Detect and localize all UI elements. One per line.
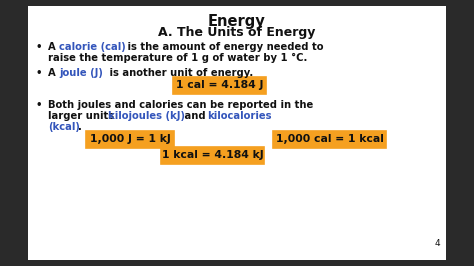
Text: is another unit of energy.: is another unit of energy.: [106, 68, 253, 78]
Text: calorie (cal): calorie (cal): [59, 42, 126, 52]
Text: raise the temperature of 1 g of water by 1 °C.: raise the temperature of 1 g of water by…: [48, 53, 307, 63]
FancyBboxPatch shape: [162, 147, 264, 164]
Text: •: •: [36, 68, 43, 78]
Text: 1,000 J = 1 kJ: 1,000 J = 1 kJ: [90, 134, 171, 144]
Text: Both joules and calories can be reported in the: Both joules and calories can be reported…: [48, 100, 313, 110]
Text: Energy: Energy: [208, 14, 266, 29]
Text: kilocalories: kilocalories: [207, 111, 272, 121]
Text: A: A: [48, 42, 59, 52]
Text: 1,000 cal = 1 kcal: 1,000 cal = 1 kcal: [276, 134, 384, 144]
Text: (kcal): (kcal): [48, 122, 80, 132]
Text: 4: 4: [434, 239, 440, 248]
FancyBboxPatch shape: [28, 6, 446, 260]
Text: 1 kcal = 4.184 kJ: 1 kcal = 4.184 kJ: [162, 150, 264, 160]
FancyBboxPatch shape: [173, 77, 266, 94]
Text: •: •: [36, 42, 43, 52]
Text: 1 cal = 4.184 J: 1 cal = 4.184 J: [176, 80, 264, 90]
FancyBboxPatch shape: [273, 131, 386, 148]
Text: larger units: larger units: [48, 111, 118, 121]
Text: A: A: [48, 68, 59, 78]
Text: is the amount of energy needed to: is the amount of energy needed to: [124, 42, 323, 52]
FancyBboxPatch shape: [86, 131, 174, 148]
Text: kilojoules (kJ): kilojoules (kJ): [108, 111, 185, 121]
Text: •: •: [36, 100, 43, 110]
Text: joule (J): joule (J): [59, 68, 103, 78]
Text: A. The Units of Energy: A. The Units of Energy: [158, 26, 316, 39]
Text: .: .: [78, 122, 82, 132]
Text: and: and: [181, 111, 209, 121]
